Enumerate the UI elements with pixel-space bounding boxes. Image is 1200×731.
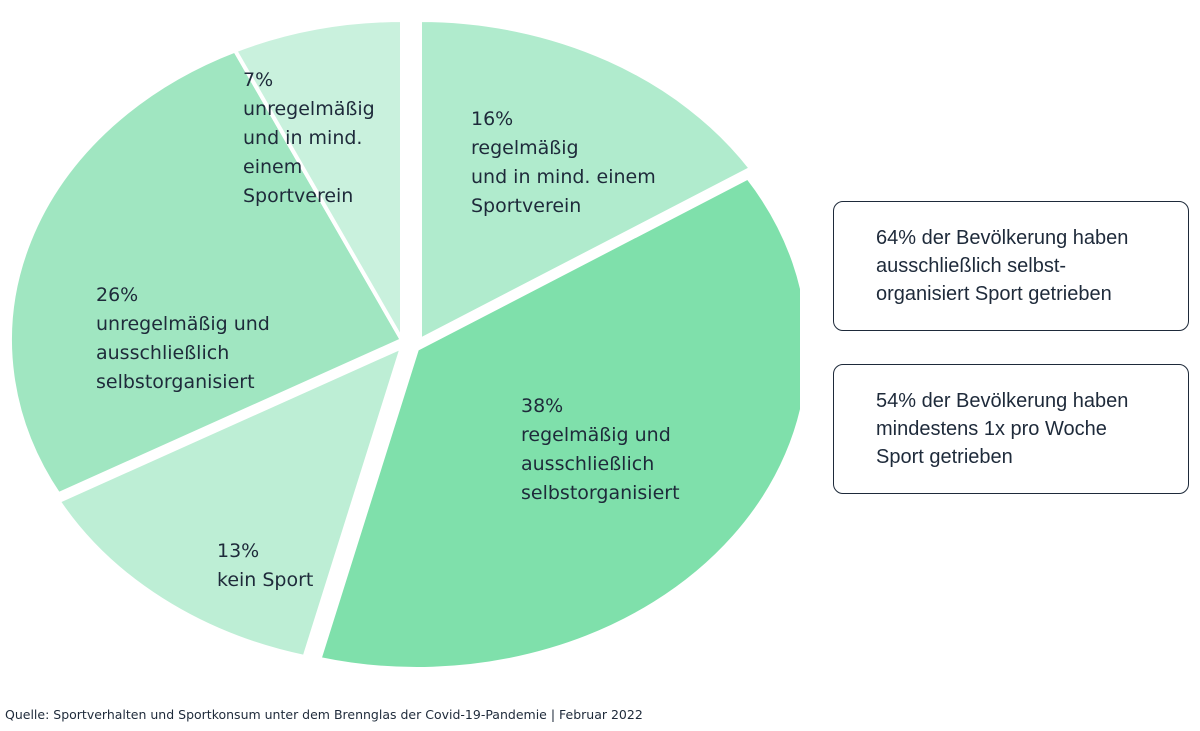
slice-label: 7% unregelmäßig und in mind. einem Sportvere… [243,69,375,207]
pie-slice [55,343,406,660]
source-note: Quelle: Sportverhalten und Sportkonsum u… [5,707,643,722]
pie-slice [316,174,800,672]
info-box-text: 54% der Bevölkerung haben mindestens 1x … [876,390,1129,468]
info-box-text: 64% der Bevölkerung haben ausschließlich… [876,227,1129,305]
pie-slice [8,47,405,497]
pie-slice [418,17,755,344]
slice-label: 26% unregelmäßig und ausschließlich selbsto… [96,284,270,393]
slice-label: 38% regelmäßig und ausschließlich selbstorg… [521,395,680,504]
slice-label: 16% regelmäßig und in mind. einem Sportvere… [471,108,656,217]
pie-chart: 16% regelmäßig und in mind. einem Sportvere… [8,17,800,672]
info-box-selbstorganisiert: 64% der Bevölkerung haben ausschließlich… [833,201,1189,331]
pie-slice [232,17,404,348]
slice-label: 13% kein Sport [217,540,313,591]
info-box-woechentlich: 54% der Bevölkerung haben mindestens 1x … [833,364,1189,494]
